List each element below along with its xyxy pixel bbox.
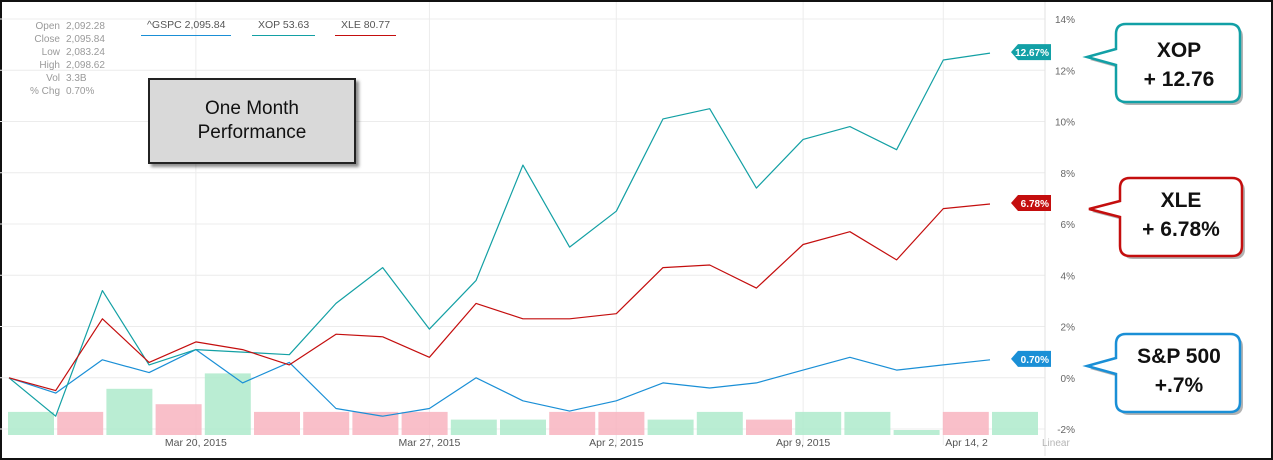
volume-bars [8,373,1038,435]
callout-box [1082,22,1242,104]
y-tick-label: 4% [1061,271,1076,282]
legend-item-xop[interactable]: XOP 53.63 [252,17,316,36]
volume-bar [893,430,940,435]
volume-bar [401,411,448,435]
x-axis-ticks: Mar 20, 2015 Mar 27, 2015 Apr 2, 2015 Apr 9… [165,437,988,449]
volume-bar [549,411,596,435]
y-tick-label: -2% [1057,425,1075,436]
legend-item-xle[interactable]: XLE 80.77 [335,17,397,36]
value-badge-label: 12.67% [1015,48,1049,59]
x-tick-label: Apr 2, 2015 [589,437,643,449]
volume-bar [942,411,989,435]
scale-label[interactable]: Linear [1042,438,1070,449]
grid [0,2,1046,456]
stat-row-vol: Vol 3.3B [46,73,87,84]
y-axis-ticks: 14% 12% 10% 8% 6% 4% 2% 0% -2% [1055,15,1075,436]
stat-row-low: Low 2,083.24 [41,47,105,58]
value-badge-shape [1011,195,1051,212]
annotation-line2: Performance [197,122,307,143]
volume-bar [303,411,350,435]
callouts [1082,22,1245,415]
series-line-gspc [8,349,991,417]
volume-bar [57,411,104,435]
stat-row-close: Close 2,095.84 [34,34,105,45]
volume-bar [254,411,300,435]
y-tick-label: 10% [1055,118,1075,129]
volume-bar [106,388,153,435]
volume-bar [746,419,792,435]
one-month-performance-label: One Month Performance [148,78,356,164]
series-lines [8,52,991,417]
value-badges: 12.67% 6.78% 0.70% [1011,44,1051,367]
volume-bar [204,373,251,435]
volume-bar [647,419,694,435]
callout-xop-text: XOP + 12.76 [1143,39,1215,91]
callout-box [1082,332,1242,414]
volume-bar [352,411,399,435]
volume-bar [598,411,645,435]
series-line-xop [8,52,991,417]
annotation-line1: One Month [205,98,299,119]
x-tick-label: Apr 9, 2015 [776,437,830,449]
stat-row-high: High 2,098.62 [39,60,105,71]
volume-bar [8,411,54,435]
value-badge-shape [1011,350,1051,367]
volume-bar [844,411,891,435]
y-tick-label: 12% [1055,66,1075,77]
volume-bar [500,419,546,435]
volume-bar [992,411,1038,435]
stat-row-pct-chg: % Chg 0.70% [29,86,95,97]
x-tick-label: Mar 27, 2015 [398,437,460,449]
volume-bar [155,404,202,435]
value-badge-shape [1011,44,1051,61]
volume-bar [450,419,497,435]
volume-bar [795,411,842,435]
series-line-xle [8,203,991,392]
stat-row-open: Open 2,092.28 [35,21,105,32]
y-tick-label: 6% [1061,220,1076,231]
callout-box [1088,176,1244,258]
value-badge-label: 6.78% [1021,199,1049,210]
x-tick-label: Apr 14, 2 [945,437,988,449]
legend-item-gspc[interactable]: ^GSPC 2,095.84 [141,17,232,36]
ohlc-stats: Open 2,092.28 Close 2,095.84 Low 2,083.24 H… [12,20,105,98]
y-tick-label: 2% [1061,323,1076,334]
volume-bar [696,411,743,435]
x-tick-label: Mar 20, 2015 [165,437,227,449]
value-badge-label: 0.70% [1021,355,1049,366]
y-tick-label: 0% [1061,374,1076,385]
y-tick-label: 14% [1055,15,1075,26]
callout-sp500-text: S&P 500 +.7% [1137,345,1221,397]
y-tick-label: 8% [1061,169,1076,180]
callout-xle-text: XLE + 6.78% [1142,189,1220,241]
